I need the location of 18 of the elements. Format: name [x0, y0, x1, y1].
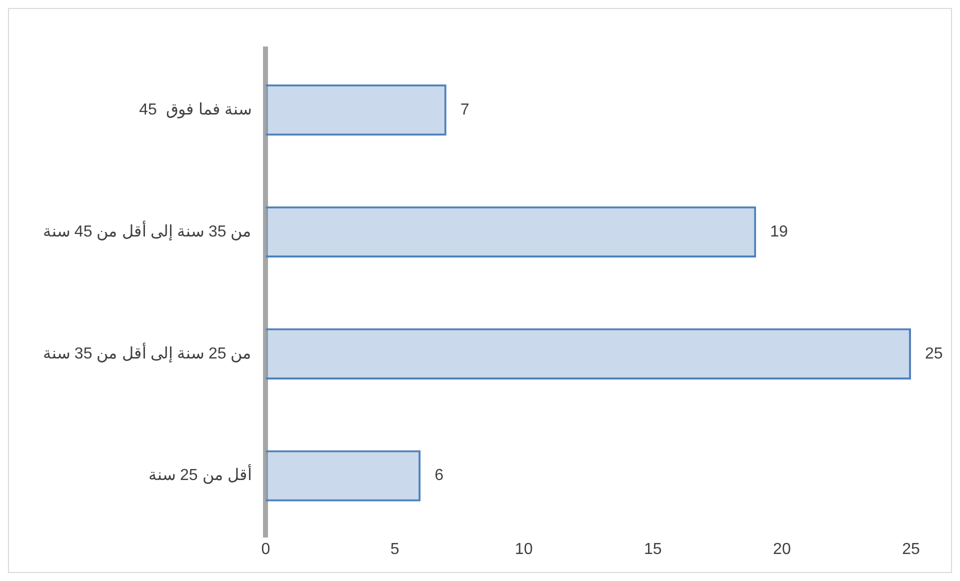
x-tick-label: 0 [261, 540, 270, 558]
y-tick-label: من 35 سنة إلى أقل من 45 سنة [42, 220, 252, 240]
bar [266, 206, 756, 258]
data-label: 25 [925, 345, 943, 362]
data-label: 7 [460, 101, 470, 118]
bar [266, 328, 911, 380]
bar [266, 450, 421, 502]
data-label: 19 [770, 223, 788, 240]
x-tick-label: 5 [390, 540, 400, 558]
y-tick-label: 45 سنة فما فوق [139, 101, 252, 118]
bar [266, 84, 446, 136]
x-tick-label: 20 [773, 540, 791, 558]
x-tick-label: 10 [514, 540, 533, 558]
x-tick-label: 15 [644, 540, 662, 558]
y-tick-label: أقل من 25 سنة [148, 464, 252, 484]
data-label: 6 [434, 467, 444, 484]
y-tick-label: من 25 سنة إلى أقل من 35 سنة [42, 342, 252, 362]
x-tick-label: 25 [902, 540, 920, 558]
